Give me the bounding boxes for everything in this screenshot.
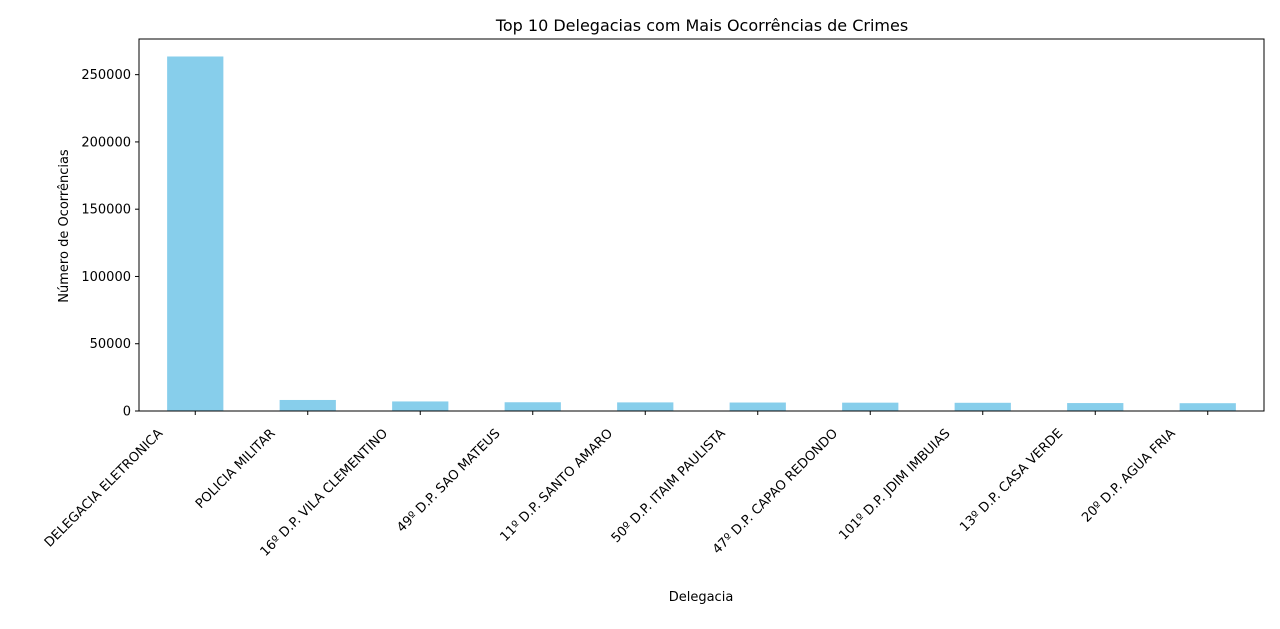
x-tick-label: 47º D.P. CAPAO REDONDO <box>710 426 841 557</box>
bar <box>617 402 674 411</box>
x-tick-label: 20º D.P. AGUA FRIA <box>1079 426 1178 525</box>
bar <box>1179 403 1236 411</box>
y-tick-label: 0 <box>123 405 131 420</box>
bar <box>167 56 224 412</box>
x-tick-label: 50º D.P. ITAIM PAULISTA <box>609 426 729 546</box>
bar <box>279 399 336 411</box>
y-tick-label: 50000 <box>90 337 131 352</box>
bar <box>392 401 449 411</box>
y-tick-label: 200000 <box>81 135 131 150</box>
x-tick-label: 11º D.P. SANTO AMARO <box>497 426 616 545</box>
bars-group <box>167 56 1236 412</box>
chart-title: Top 10 Delegacias com Mais Ocorrências d… <box>495 16 908 35</box>
x-tick-label: 13º D.P. CASA VERDE <box>957 426 1066 535</box>
x-tick-label: 16º D.P. VILA CLEMENTINO <box>258 426 391 559</box>
bar <box>504 402 561 411</box>
x-tick-label: 49º D.P. SAO MATEUS <box>394 426 503 535</box>
y-axis-title: Número de Ocorrências <box>57 149 72 303</box>
bar <box>1067 403 1124 411</box>
bar <box>954 402 1011 411</box>
y-tick-label: 150000 <box>81 203 131 218</box>
bar <box>729 402 786 411</box>
x-tick-label: POLICIA MILITAR <box>193 426 279 512</box>
x-axis-title: Delegacia <box>669 590 734 605</box>
y-tick-label: 100000 <box>81 270 131 285</box>
y-axis: 0 50000 100000 150000 200000 250000 <box>81 68 139 420</box>
bar <box>842 402 899 411</box>
x-tick-label: 101º D.P. JDIM IMBUIAS <box>836 426 953 543</box>
x-tick-label: DELEGACIA ELETRONICA <box>42 426 166 550</box>
y-tick-label: 250000 <box>81 68 131 83</box>
plot-area-frame <box>138 38 1265 412</box>
